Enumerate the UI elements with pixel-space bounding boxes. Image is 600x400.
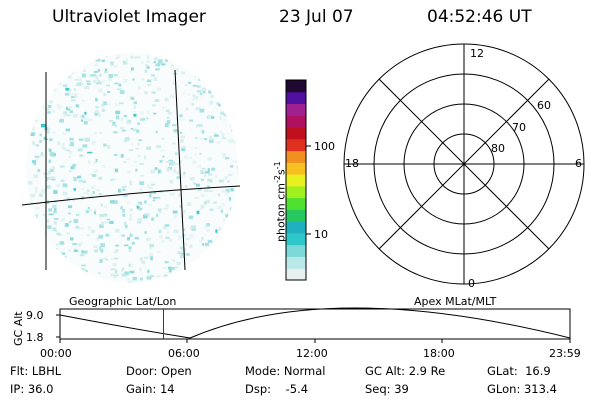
colorbar-segment [286, 209, 306, 222]
info-gain: Gain: 14 [126, 382, 175, 396]
polar-mlat-mlt-plot [343, 43, 585, 285]
colorbar-segment [286, 197, 306, 210]
colorbar-segment [286, 162, 306, 175]
info-ip: IP: 36.0 [10, 382, 54, 396]
mlt-label-18: 18 [345, 157, 359, 170]
longitude-line-east [174, 69, 186, 271]
info-dsp: Dsp: -5.4 [245, 382, 309, 396]
mlat-label-60: 60 [537, 99, 551, 112]
colorbar-segment [286, 138, 306, 152]
colorbar-segment [286, 268, 306, 281]
info-seq: Seq: 39 [365, 382, 409, 396]
colorbar-segment [286, 232, 306, 246]
timeline-x-tick: 00:00 [40, 347, 72, 360]
instrument-title: Ultraviolet Imager [52, 7, 206, 27]
imager-disk [21, 53, 241, 283]
colorbar-segment [286, 185, 306, 199]
colorbar-segment [286, 221, 306, 234]
color-scale-bar [285, 79, 311, 281]
colorbar-segment [286, 80, 306, 93]
colorbar-tick-10: 10 [314, 228, 328, 241]
mlat-label-70: 70 [512, 121, 526, 134]
colorbar-segment [286, 103, 306, 116]
colorbar-tick-100: 100 [314, 140, 335, 153]
colorbar-segment [286, 256, 306, 269]
colorbar-segment [286, 244, 306, 257]
timeline-y-tick-low: 1.8 [26, 331, 44, 344]
info-filter: Flt: LBHL [10, 364, 62, 378]
colorbar-segment [286, 174, 306, 187]
colorbar-segment [286, 127, 306, 140]
latitude-line [21, 185, 241, 206]
time-label: 04:52:46 UT [427, 7, 532, 27]
timeline-y-tick-high: 9.0 [26, 309, 44, 322]
altitude-timeline [56, 307, 571, 343]
info-mode: Mode: Normal [245, 364, 326, 378]
info-door: Door: Open [126, 364, 192, 378]
colorbar-unit-label: photon cm-2s-1 [273, 161, 288, 242]
mlt-label-0: 0 [468, 277, 475, 290]
mlt-label-6: 6 [575, 157, 582, 170]
colorbar-segment [286, 115, 306, 128]
info-glat: GLat: 16.9 [487, 364, 551, 378]
colorbar-segment [286, 150, 306, 163]
colorbar-segment [286, 91, 306, 105]
timeline-y-axis-label: GC Alt [12, 311, 25, 346]
mlat-label-80: 80 [491, 142, 505, 155]
timeline-right-title: Apex MLat/MLT [414, 295, 497, 308]
timeline-left-title: Geographic Lat/Lon [69, 295, 177, 308]
timeline-frame [59, 308, 571, 340]
timeline-x-tick: 18:00 [423, 347, 455, 360]
polar-diagonal-2 [378, 78, 550, 250]
date-label: 23 Jul 07 [279, 7, 354, 27]
info-glon: GLon: 313.4 [487, 382, 557, 396]
mlt-label-12: 12 [470, 47, 484, 60]
timeline-x-tick: 12:00 [296, 347, 328, 360]
geographic-grid [21, 69, 241, 271]
timeline-x-tick: 06:00 [168, 347, 200, 360]
timeline-x-tick: 23:59 [549, 347, 581, 360]
info-gc-alt: GC Alt: 2.9 Re [365, 364, 446, 378]
altitude-curve [59, 307, 571, 339]
